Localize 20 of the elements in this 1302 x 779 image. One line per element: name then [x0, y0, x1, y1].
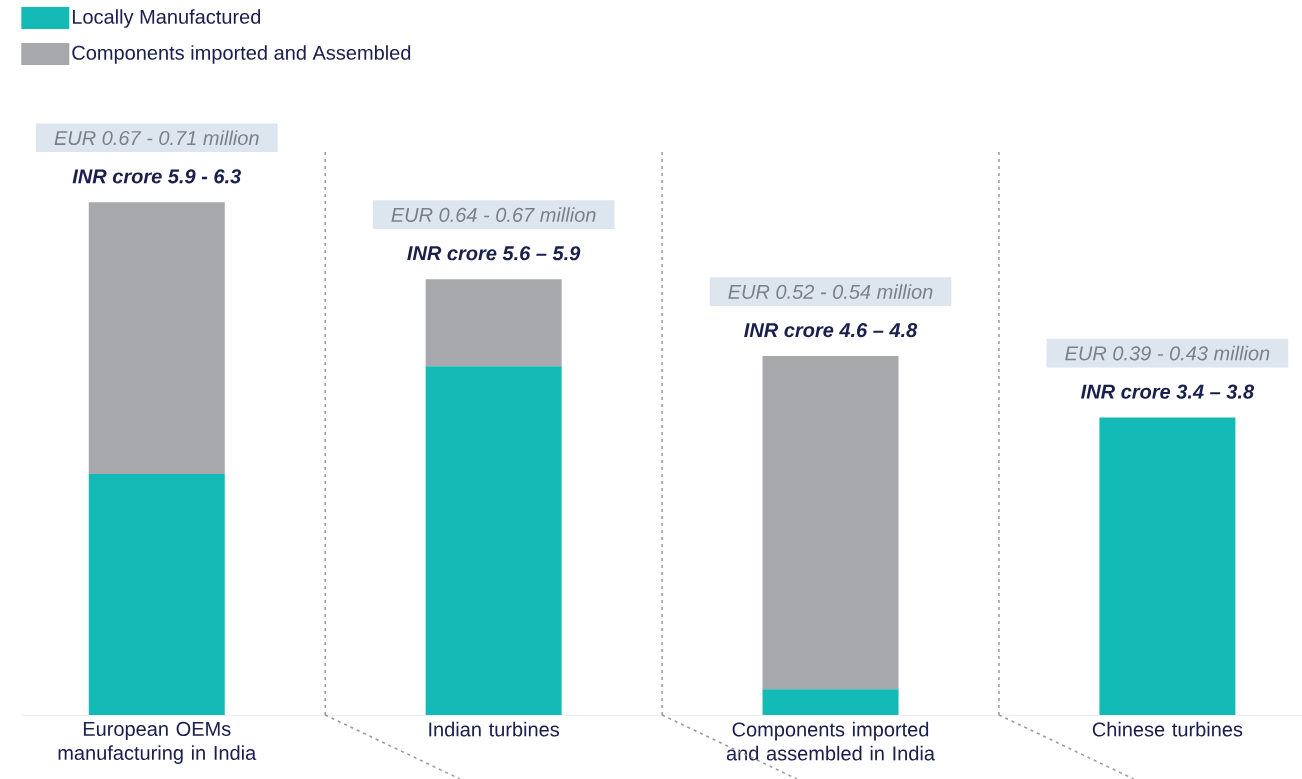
x-tick-label: European OEMs manufacturing in India	[58, 721, 257, 764]
bar	[425, 279, 562, 367]
bar	[425, 366, 562, 715]
annotation: INR crore 3.4 – 3.8	[1081, 384, 1255, 399]
annotation: EUR 0.64 - 0.67 million	[391, 207, 596, 222]
x-tick-label: Chinese turbines	[1092, 721, 1243, 737]
bar	[88, 202, 225, 475]
bar	[762, 356, 899, 690]
bar	[88, 474, 225, 715]
annotation: EUR 0.39 - 0.43 million	[1065, 345, 1270, 361]
annotation: INR crore 5.9 - 6.3	[72, 169, 241, 184]
annotation: INR crore 4.6 – 4.8	[744, 323, 918, 338]
legend-label: Components imported and Assembled	[72, 45, 411, 64]
legend-label: Locally Manufactured	[72, 9, 261, 28]
bar	[1099, 417, 1236, 715]
annotation: INR crore 5.6 – 5.9	[407, 246, 581, 261]
bar	[762, 689, 899, 715]
annotation: EUR 0.52 - 0.54 million	[728, 284, 933, 299]
annotation: EUR 0.67 - 0.71 million	[54, 130, 259, 146]
x-tick-label: Indian turbines	[429, 721, 560, 737]
